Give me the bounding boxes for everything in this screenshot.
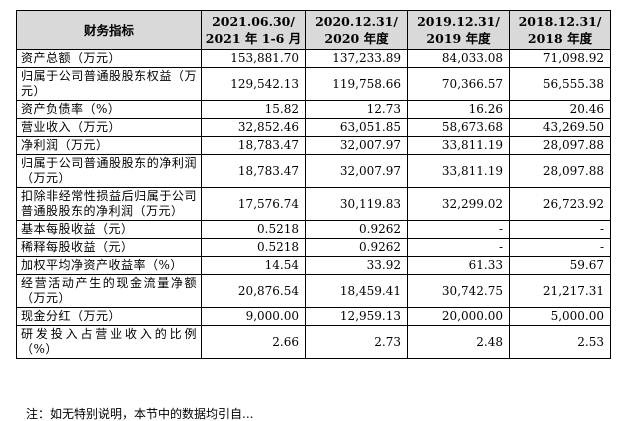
row-label: 加权平均净资产收益率（%） (16, 256, 202, 275)
header-indicator: 财务指标 (16, 10, 202, 50)
header-2018: 2018.12.31/ 2018 年度 (509, 10, 611, 50)
cell-value: 32,299.02 (407, 187, 510, 221)
cell-value: 32,007.97 (305, 154, 408, 188)
table-row: 经营活动产生的现金流量净额（万元） 20,876.54 18,459.41 30… (16, 274, 611, 308)
cell-value: 84,033.08 (407, 49, 510, 68)
cell-value: 61.33 (407, 256, 510, 275)
row-label: 经营活动产生的现金流量净额（万元） (16, 274, 202, 308)
cell-value: 21,217.31 (509, 274, 611, 308)
row-label: 资产总额（万元） (16, 49, 202, 68)
cell-value: 33,811.19 (407, 136, 510, 155)
cell-value: 32,852.46 (201, 118, 306, 137)
table-row: 资产负债率（%） 15.82 12.73 16.26 20.46 (16, 100, 611, 119)
row-label: 现金分红（万元） (16, 307, 202, 326)
cell-value: 129,542.13 (201, 67, 306, 101)
cell-value: 5,000.00 (509, 307, 611, 326)
cell-value: 2.66 (201, 325, 306, 359)
table-footnote: 注：如无特别说明，本节中的数据均引自... (26, 407, 254, 421)
cell-value: 2.73 (305, 325, 408, 359)
table-row: 净利润（万元） 18,783.47 32,007.97 33,811.19 28… (16, 136, 611, 155)
cell-value: 18,783.47 (201, 136, 306, 155)
financial-indicators-table: 财务指标 2021.06.30/ 2021 年 1-6 月 2020.12.31… (16, 10, 611, 359)
table-row: 稀释每股收益（元） 0.5218 0.9262 - - (16, 238, 611, 257)
cell-value: - (407, 238, 510, 257)
table-row: 基本每股收益（元） 0.5218 0.9262 - - (16, 220, 611, 239)
cell-value: - (509, 220, 611, 239)
table-header-row: 财务指标 2021.06.30/ 2021 年 1-6 月 2020.12.31… (16, 10, 611, 50)
row-label: 基本每股收益（元） (16, 220, 202, 239)
row-label: 稀释每股收益（元） (16, 238, 202, 257)
header-period: 2019 年度 (426, 31, 491, 46)
cell-value: 33.92 (305, 256, 408, 275)
cell-value: 43,269.50 (509, 118, 611, 137)
cell-value: 30,119.83 (305, 187, 408, 221)
row-label: 资产负债率（%） (16, 100, 202, 119)
cell-value: 26,723.92 (509, 187, 611, 221)
table-row: 研发投入占营业收入的比例（%） 2.66 2.73 2.48 2.53 (16, 325, 611, 359)
cell-value: 15.82 (201, 100, 306, 119)
table-row: 归属于公司普通股股东权益（万元） 129,542.13 119,758.66 7… (16, 67, 611, 101)
cell-value: 59.67 (509, 256, 611, 275)
cell-value: 137,233.89 (305, 49, 408, 68)
header-2019: 2019.12.31/ 2019 年度 (407, 10, 510, 50)
cell-value: 0.5218 (201, 220, 306, 239)
cell-value: 32,007.97 (305, 136, 408, 155)
cell-value: 12,959.13 (305, 307, 408, 326)
cell-value: 28,097.88 (509, 136, 611, 155)
cell-value: 0.9262 (305, 220, 408, 239)
table-row: 营业收入（万元） 32,852.46 63,051.85 58,673.68 4… (16, 118, 611, 137)
cell-value: 119,758.66 (305, 67, 408, 101)
row-label: 扣除非经常性损益后归属于公司普通股股东的净利润（万元） (16, 187, 202, 221)
cell-value: 2.53 (509, 325, 611, 359)
cell-value: - (509, 238, 611, 257)
cell-value: 12.73 (305, 100, 408, 119)
cell-value: 20.46 (509, 100, 611, 119)
cell-value: 33,811.19 (407, 154, 510, 188)
row-label: 研发投入占营业收入的比例（%） (16, 325, 202, 359)
cell-value: 58,673.68 (407, 118, 510, 137)
cell-value: 63,051.85 (305, 118, 408, 137)
cell-value: 56,555.38 (509, 67, 611, 101)
cell-value: 9,000.00 (201, 307, 306, 326)
header-date: 2020.12.31/ (315, 14, 398, 29)
header-period: 2021 年 1-6 月 (205, 31, 302, 46)
table-row: 归属于公司普通股股东的净利润（万元） 18,783.47 32,007.97 3… (16, 154, 611, 188)
header-date: 2021.06.30/ (212, 14, 295, 29)
header-indicator-label: 财务指标 (83, 22, 134, 38)
cell-value: 16.26 (407, 100, 510, 119)
table-row: 扣除非经常性损益后归属于公司普通股股东的净利润（万元） 17,576.74 30… (16, 187, 611, 221)
header-date: 2018.12.31/ (518, 14, 602, 29)
cell-value: 71,098.92 (509, 49, 611, 68)
header-date: 2019.12.31/ (417, 14, 500, 29)
row-label: 归属于公司普通股股东的净利润（万元） (16, 154, 202, 188)
cell-value: 17,576.74 (201, 187, 306, 221)
cell-value: 2.48 (407, 325, 510, 359)
cell-value: 14.54 (201, 256, 306, 275)
table-row: 现金分红（万元） 9,000.00 12,959.13 20,000.00 5,… (16, 307, 611, 326)
cell-value: 28,097.88 (509, 154, 611, 188)
cell-value: - (407, 220, 510, 239)
header-2020: 2020.12.31/ 2020 年度 (305, 10, 408, 50)
header-period: 2020 年度 (324, 31, 389, 46)
table-row: 加权平均净资产收益率（%） 14.54 33.92 61.33 59.67 (16, 256, 611, 275)
cell-value: 20,876.54 (201, 274, 306, 308)
header-period: 2018 年度 (527, 31, 593, 46)
cell-value: 0.5218 (201, 238, 306, 257)
cell-value: 153,881.70 (201, 49, 306, 68)
row-label: 营业收入（万元） (16, 118, 202, 137)
cell-value: 0.9262 (305, 238, 408, 257)
cell-value: 20,000.00 (407, 307, 510, 326)
header-2021h1: 2021.06.30/ 2021 年 1-6 月 (201, 10, 306, 50)
row-label: 归属于公司普通股股东权益（万元） (16, 67, 202, 101)
cell-value: 30,742.75 (407, 274, 510, 308)
cell-value: 18,459.41 (305, 274, 408, 308)
row-label: 净利润（万元） (16, 136, 202, 155)
table-row: 资产总额（万元） 153,881.70 137,233.89 84,033.08… (16, 49, 611, 68)
cell-value: 18,783.47 (201, 154, 306, 188)
cell-value: 70,366.57 (407, 67, 510, 101)
